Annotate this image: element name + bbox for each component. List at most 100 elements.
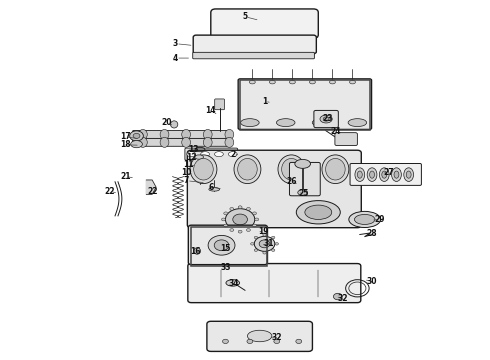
Text: 6: 6 [208,183,214,192]
Ellipse shape [203,137,212,147]
Ellipse shape [139,130,147,139]
Ellipse shape [357,171,362,178]
Text: 7: 7 [184,176,189,185]
Ellipse shape [221,218,225,221]
Ellipse shape [195,155,203,159]
Ellipse shape [230,229,234,231]
Ellipse shape [276,119,295,127]
Text: 16: 16 [190,247,200,256]
Ellipse shape [224,212,228,215]
Ellipse shape [203,130,212,139]
Ellipse shape [130,131,144,141]
FancyBboxPatch shape [314,111,338,128]
Ellipse shape [225,137,234,147]
Text: 20: 20 [162,118,172,127]
Ellipse shape [263,252,266,254]
Ellipse shape [382,171,387,178]
Ellipse shape [234,155,261,184]
Ellipse shape [249,80,255,84]
Ellipse shape [349,80,355,84]
Text: 10: 10 [181,168,192,177]
Ellipse shape [225,130,234,139]
Text: 34: 34 [229,279,240,288]
Ellipse shape [326,158,345,180]
Ellipse shape [271,236,275,239]
Ellipse shape [322,155,349,184]
FancyBboxPatch shape [133,131,230,138]
Ellipse shape [330,80,335,84]
Ellipse shape [190,155,217,184]
Ellipse shape [131,140,143,148]
Ellipse shape [271,249,275,251]
Ellipse shape [255,218,259,221]
FancyBboxPatch shape [193,52,315,59]
Ellipse shape [233,214,247,225]
FancyBboxPatch shape [196,184,204,187]
FancyBboxPatch shape [215,99,224,110]
Ellipse shape [214,240,229,251]
Ellipse shape [394,171,399,178]
Ellipse shape [295,159,311,168]
Text: 31: 31 [263,239,274,248]
Ellipse shape [355,168,365,181]
Ellipse shape [367,168,377,181]
Text: 2: 2 [230,150,235,159]
Ellipse shape [349,211,381,228]
Text: 19: 19 [258,228,269,237]
Text: 24: 24 [330,127,341,136]
Text: 27: 27 [384,168,394,177]
FancyBboxPatch shape [335,133,357,145]
Ellipse shape [250,243,254,245]
Ellipse shape [254,236,275,251]
Ellipse shape [182,137,191,147]
Text: 29: 29 [374,215,385,224]
FancyBboxPatch shape [207,321,313,351]
Text: 15: 15 [220,244,231,253]
Polygon shape [147,180,156,194]
Text: 26: 26 [286,177,296,186]
Bar [240,80,369,130]
Ellipse shape [305,205,332,220]
Ellipse shape [238,230,242,233]
Ellipse shape [246,229,250,231]
Ellipse shape [254,249,258,251]
FancyBboxPatch shape [185,148,238,160]
Ellipse shape [263,234,266,236]
Ellipse shape [182,130,191,139]
Text: 32: 32 [338,294,348,303]
Text: 25: 25 [298,189,309,198]
Ellipse shape [238,158,257,180]
Ellipse shape [298,190,308,195]
Ellipse shape [226,280,240,286]
FancyBboxPatch shape [188,225,268,265]
Text: 4: 4 [173,54,178,63]
Text: 33: 33 [220,264,231,273]
Ellipse shape [133,134,140,138]
Ellipse shape [282,158,301,180]
Ellipse shape [228,152,237,157]
Text: 11: 11 [184,161,194,170]
Ellipse shape [194,248,200,254]
Ellipse shape [194,158,213,180]
Bar [191,226,267,266]
Ellipse shape [290,80,295,84]
Ellipse shape [187,152,196,157]
Text: 18: 18 [120,140,131,149]
Ellipse shape [254,236,258,239]
Text: 17: 17 [120,132,131,141]
Ellipse shape [201,152,210,157]
Ellipse shape [320,115,332,123]
FancyBboxPatch shape [188,264,361,303]
Ellipse shape [246,207,250,210]
FancyBboxPatch shape [196,159,203,164]
Text: 5: 5 [243,12,247,21]
Ellipse shape [139,137,147,147]
Ellipse shape [209,188,220,191]
FancyBboxPatch shape [133,138,230,146]
Text: 21: 21 [120,172,130,181]
Ellipse shape [238,206,242,209]
Text: 22: 22 [104,187,115,196]
Text: 12: 12 [186,153,196,162]
FancyBboxPatch shape [193,35,317,54]
Text: 22: 22 [147,187,157,196]
